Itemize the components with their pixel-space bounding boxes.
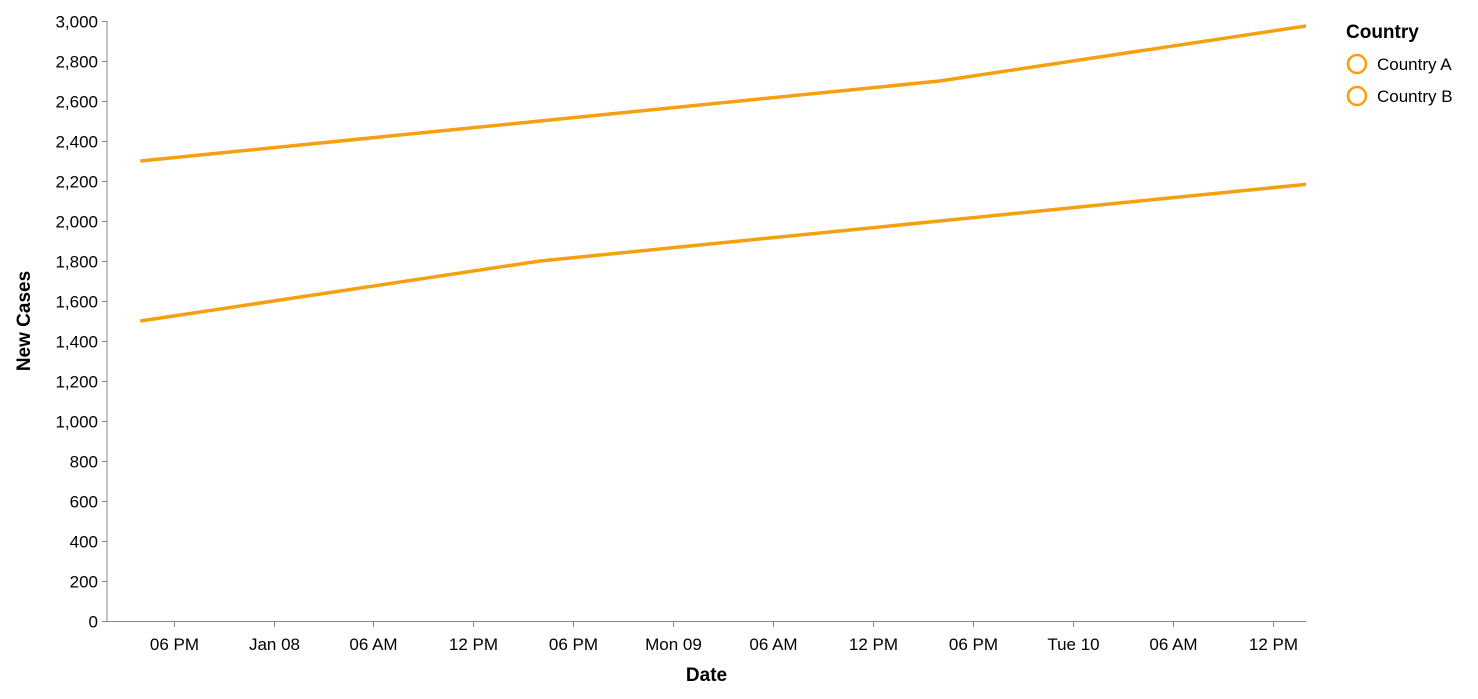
y-tick-label: 600: [70, 493, 98, 512]
series-line-country-b: [140, 24, 1306, 163]
y-tick-label: 1,600: [55, 293, 98, 312]
y-tick-label: 1,000: [55, 413, 98, 432]
x-axis: 06 PM Jan 08 06 AM 12 PM 06 PM Mon 09 06 AM 12 …: [107, 621, 1306, 654]
y-axis: 0 200 400 600 800 1,000 1,200 1,400 1,600 1,800 2,…: [55, 13, 108, 632]
x-tick-label: 12 PM: [849, 635, 898, 654]
legend-symbol: [1346, 85, 1368, 107]
x-tick-label: 06 AM: [1149, 635, 1197, 654]
y-axis-title: New Cases: [14, 271, 35, 371]
y-tick-label: 0: [89, 613, 98, 632]
y-tick-label: 3,000: [55, 13, 98, 32]
y-tick-label: 400: [70, 533, 98, 552]
x-tick-label: 06 PM: [150, 635, 199, 654]
x-tick-label: Jan 08: [249, 635, 300, 654]
legend: Country Country A Country B: [1346, 22, 1453, 107]
y-tick-label: 2,000: [55, 213, 98, 232]
x-axis-title: Date: [686, 665, 727, 686]
series-line-country-a: [140, 182, 1306, 323]
y-tick-label: 2,400: [55, 133, 98, 152]
legend-title: Country: [1346, 22, 1419, 43]
x-tick-label: Mon 09: [645, 635, 702, 654]
legend-item-label: Country B: [1377, 87, 1453, 106]
y-tick-label: 1,200: [55, 373, 98, 392]
y-tick-label: 2,600: [55, 93, 98, 112]
y-tick-label: 2,800: [55, 53, 98, 72]
series-layer: [140, 24, 1306, 323]
legend-symbol: [1346, 53, 1368, 75]
y-tick-label: 200: [70, 573, 98, 592]
y-tick-label: 2,200: [55, 173, 98, 192]
y-tick-label: 1,800: [55, 253, 98, 272]
y-tick-label: 800: [70, 453, 98, 472]
y-tick-label: 1,400: [55, 333, 98, 352]
x-tick-label: 06 PM: [549, 635, 598, 654]
x-tick-label: 06 AM: [349, 635, 397, 654]
x-tick-label: 06 PM: [949, 635, 998, 654]
x-tick-label: 12 PM: [1249, 635, 1298, 654]
legend-item-label: Country A: [1377, 55, 1452, 74]
x-tick-label: Tue 10: [1047, 635, 1099, 654]
x-tick-label: 06 AM: [749, 635, 797, 654]
x-tick-label: 12 PM: [449, 635, 498, 654]
